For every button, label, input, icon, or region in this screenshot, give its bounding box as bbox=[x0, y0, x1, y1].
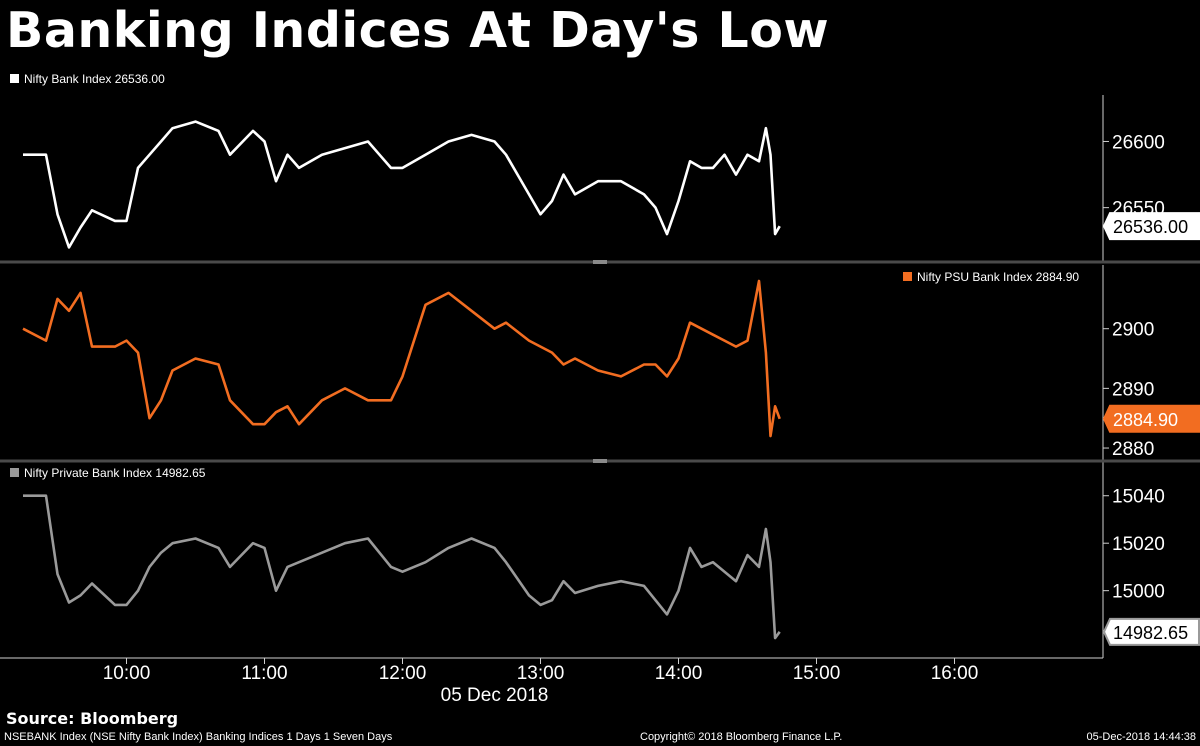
y-tick-label: 15020 bbox=[1112, 534, 1165, 555]
x-axis: 10:00 11:00 12:00 13:00 14:00 15:00 16:00 05 De… bbox=[0, 657, 1103, 706]
last-value-label: 2884.90 bbox=[1113, 410, 1178, 430]
series-line-private bbox=[23, 494, 781, 640]
legend-bank: Nifty Bank Index 26536.00 bbox=[6, 69, 185, 87]
y-tick-label: 15040 bbox=[1112, 487, 1165, 508]
series-line-bank bbox=[23, 120, 781, 249]
last-value-tag bbox=[1102, 212, 1200, 241]
legend-label: Nifty Private Bank Index 14982.65 bbox=[24, 466, 206, 480]
x-tick-label: 10:00 bbox=[103, 663, 151, 684]
footer-center: Copyright© 2018 Bloomberg Finance L.P. bbox=[640, 731, 843, 743]
last-value-label: 26536.00 bbox=[1113, 217, 1188, 237]
x-tick-label: 15:00 bbox=[793, 663, 841, 684]
y-tick-label: 26600 bbox=[1112, 132, 1165, 153]
footer-left: NSEBANK Index (NSE Nifty Bank Index) Ban… bbox=[4, 731, 393, 743]
series-line-psu bbox=[22, 279, 781, 438]
y-tick-label: 2880 bbox=[1112, 439, 1154, 460]
last-value-tag bbox=[1102, 617, 1200, 646]
legend-swatch bbox=[10, 468, 19, 477]
last-value-label: 14982.65 bbox=[1113, 623, 1188, 643]
legend-psu: Nifty PSU Bank Index 2884.90 bbox=[899, 267, 1097, 285]
panel-psu: 2880 2890 2900 Nifty PSU Bank Index 2884.90… bbox=[22, 265, 1200, 462]
y-tick-label: 15000 bbox=[1112, 582, 1165, 603]
x-tick-label: 12:00 bbox=[379, 663, 427, 684]
source-label: Source: Bloomberg bbox=[6, 709, 179, 728]
legend-label: Nifty PSU Bank Index 2884.90 bbox=[917, 270, 1079, 284]
divider-handle[interactable] bbox=[593, 260, 607, 264]
footer-right: 05-Dec-2018 14:44:38 bbox=[1086, 731, 1196, 743]
chart-title: Banking Indices At Day's Low bbox=[6, 2, 830, 59]
divider-handle[interactable] bbox=[593, 459, 607, 463]
x-tick-label: 11:00 bbox=[241, 663, 287, 684]
x-tick-label: 14:00 bbox=[655, 663, 703, 684]
y-tick-label: 2890 bbox=[1112, 379, 1154, 400]
legend-box bbox=[6, 69, 185, 87]
legend-label: Nifty Bank Index 26536.00 bbox=[24, 72, 165, 86]
legend-swatch bbox=[903, 272, 912, 281]
x-tick-label: 16:00 bbox=[931, 663, 979, 684]
legend-private: Nifty Private Bank Index 14982.65 bbox=[6, 463, 235, 481]
panel-private: 15000 15020 15040 Nifty Private Bank Index … bbox=[6, 462, 1200, 658]
legend-swatch bbox=[10, 74, 19, 83]
legend-box bbox=[899, 267, 1097, 285]
x-date-label: 05 Dec 2018 bbox=[441, 685, 549, 706]
y-tick-label: 2900 bbox=[1112, 320, 1154, 341]
legend-box bbox=[6, 463, 235, 481]
x-tick-label: 13:00 bbox=[517, 663, 565, 684]
last-value-tag bbox=[1102, 404, 1200, 433]
